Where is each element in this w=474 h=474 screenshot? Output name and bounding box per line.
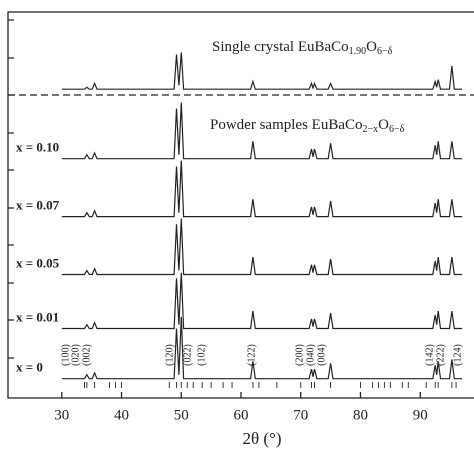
series-label: x = 0.07 <box>16 198 60 213</box>
reflection-label: (222) <box>435 344 446 366</box>
series-label: x = 0 <box>16 360 43 375</box>
pattern-line <box>61 218 463 276</box>
pattern-line <box>61 272 463 330</box>
pattern-line <box>61 316 463 380</box>
x-axis-label: 2θ (°) <box>242 429 281 448</box>
reflection-label: (100) <box>60 344 71 366</box>
annotation-subscript: 6−δ <box>389 124 405 135</box>
reflection-label: (102) <box>196 344 207 366</box>
series-label: x = 0.10 <box>16 140 59 155</box>
annotation-subscript: 1.90 <box>349 46 367 57</box>
reflection-label: (004) <box>316 344 327 366</box>
annotation-part: Single crystal EuBaCo <box>212 39 349 55</box>
reflection-label: (020) <box>70 344 81 366</box>
reflection-label: (122) <box>246 344 257 366</box>
annotation-subscript: 6−δ <box>377 46 393 57</box>
reflection-label: (120) <box>164 344 175 366</box>
reflection-label: (040) <box>305 344 316 366</box>
reflection-label: (124) <box>452 344 463 366</box>
x-tick-label: 30 <box>54 407 69 423</box>
x-tick-label: 60 <box>234 407 249 423</box>
annotation-subscript: 2−x <box>362 124 378 135</box>
x-tick-label: 80 <box>353 407 368 423</box>
annotation-part: Powder samples EuBaCo <box>210 117 362 133</box>
annotation: Single crystal EuBaCo1.90O6−δ <box>212 39 393 57</box>
reflection-label: (022) <box>182 344 193 366</box>
x-tick-label: 90 <box>413 407 428 423</box>
reflection-label: (002) <box>81 344 92 366</box>
y-minor-ticks <box>8 19 14 359</box>
pattern-line <box>61 102 463 160</box>
series-label: x = 0.05 <box>16 255 60 270</box>
pattern-line <box>61 160 463 218</box>
reflection-label: (142) <box>424 344 435 366</box>
axes-frame <box>7 11 474 399</box>
series-label: x = 0.01 <box>16 310 59 325</box>
reflection-label: (200) <box>294 344 305 366</box>
annotation-part: O <box>366 39 377 55</box>
annotation-part: O <box>378 117 389 133</box>
x-tick-label: 50 <box>174 407 189 423</box>
x-tick-label: 40 <box>114 407 129 423</box>
x-tick-label: 70 <box>293 407 308 423</box>
annotation: Powder samples EuBaCo2−xO6−δ <box>210 117 405 135</box>
frame <box>7 11 474 399</box>
pattern-line <box>61 52 463 90</box>
